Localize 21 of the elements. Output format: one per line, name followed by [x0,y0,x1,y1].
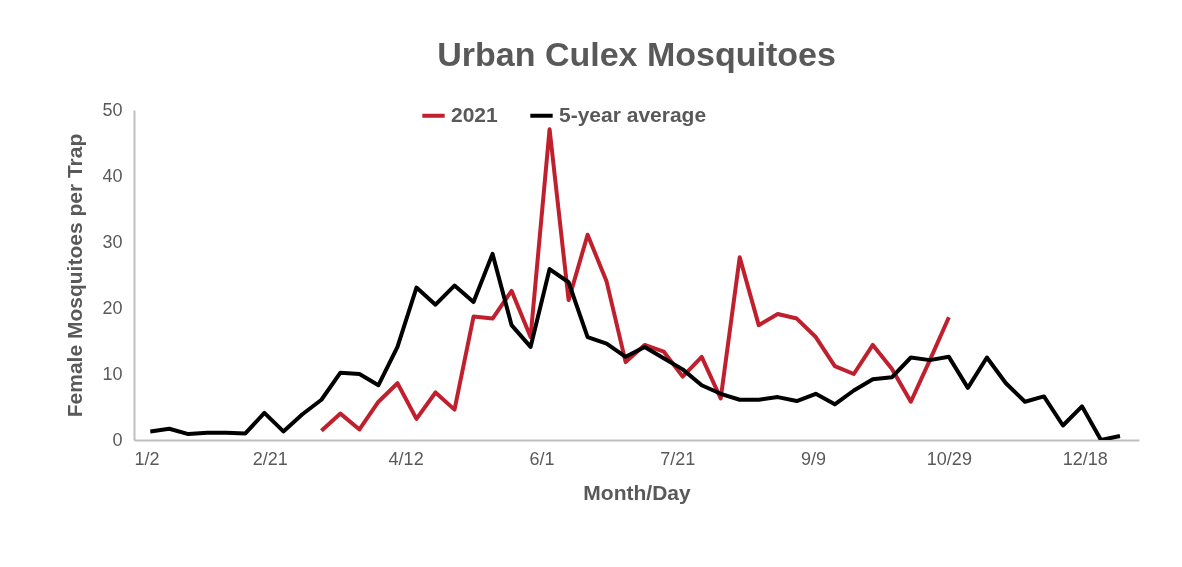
y-tick-label: 0 [112,429,123,450]
x-tick-label: 9/9 [801,448,827,469]
y-tick-label: 20 [102,297,123,318]
x-tick-label: 6/1 [529,448,555,469]
chart-title: Urban Culex Mosquitoes [437,35,836,73]
x-axis-title: Month/Day [583,480,691,504]
y-tick-label: 10 [102,363,123,384]
y-tick-label: 40 [102,165,123,186]
y-axis-title: Female Mosquitoes per Trap [63,133,87,418]
x-tick-label: 7/21 [660,448,696,469]
x-tick-label: 2/21 [252,448,288,469]
y-tick-label: 50 [102,99,123,120]
x-tick-label: 4/12 [388,448,424,469]
x-tick-label: 12/18 [1062,448,1108,469]
x-tick-label: 10/29 [926,448,972,469]
legend-label: 2021 [451,102,499,126]
y-tick-label: 30 [102,231,123,252]
x-tick-label: 1/2 [134,448,160,469]
legend-label: 5-year average [559,102,707,126]
line-series [319,127,951,433]
line-series [148,251,1122,440]
